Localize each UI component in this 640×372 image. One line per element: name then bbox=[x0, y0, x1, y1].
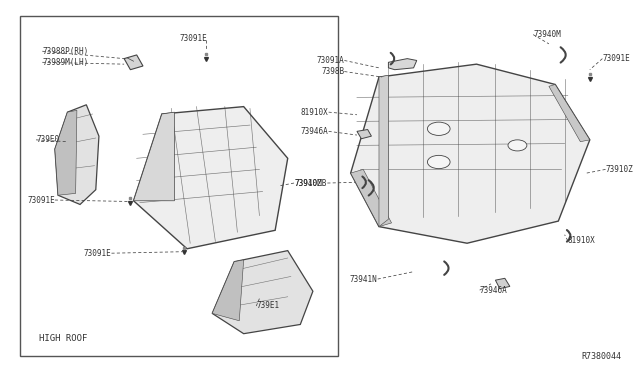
Polygon shape bbox=[549, 84, 590, 142]
Text: 73988P(RH): 73988P(RH) bbox=[42, 47, 88, 56]
Polygon shape bbox=[134, 112, 175, 201]
Text: 73091E: 73091E bbox=[179, 34, 207, 43]
Text: 73091E: 73091E bbox=[27, 196, 55, 205]
Text: 739E1: 739E1 bbox=[256, 301, 280, 311]
Circle shape bbox=[508, 140, 527, 151]
Circle shape bbox=[428, 155, 450, 169]
Polygon shape bbox=[212, 251, 313, 334]
Text: 73910Z: 73910Z bbox=[294, 179, 322, 187]
Polygon shape bbox=[55, 105, 99, 205]
Text: 739E0: 739E0 bbox=[36, 135, 59, 144]
Text: 73091A: 73091A bbox=[317, 56, 344, 65]
Text: 73946A: 73946A bbox=[301, 127, 328, 136]
Bar bbox=[20, 16, 338, 356]
Text: 7398B: 7398B bbox=[321, 67, 344, 76]
Polygon shape bbox=[351, 64, 590, 243]
Text: 73091E: 73091E bbox=[602, 54, 630, 63]
Polygon shape bbox=[55, 110, 77, 195]
Text: 73910Z: 73910Z bbox=[605, 165, 633, 174]
Polygon shape bbox=[124, 55, 143, 70]
Polygon shape bbox=[379, 75, 388, 227]
Text: 73940M: 73940M bbox=[533, 30, 561, 39]
Text: 73941N: 73941N bbox=[350, 275, 378, 283]
Text: 73946A: 73946A bbox=[479, 286, 508, 295]
Circle shape bbox=[428, 122, 450, 135]
Polygon shape bbox=[134, 107, 288, 249]
Text: 73989M(LH): 73989M(LH) bbox=[42, 58, 88, 67]
Polygon shape bbox=[495, 278, 510, 289]
Polygon shape bbox=[212, 260, 244, 321]
Text: 81910X: 81910X bbox=[301, 108, 328, 117]
Polygon shape bbox=[388, 59, 417, 70]
Polygon shape bbox=[351, 169, 392, 227]
Text: 73091E: 73091E bbox=[84, 249, 111, 258]
Text: 73940MB: 73940MB bbox=[295, 179, 328, 187]
Text: HIGH ROOF: HIGH ROOF bbox=[39, 334, 88, 343]
Polygon shape bbox=[357, 129, 371, 139]
Text: 81910X: 81910X bbox=[568, 236, 595, 245]
Text: R7380044: R7380044 bbox=[581, 352, 621, 361]
